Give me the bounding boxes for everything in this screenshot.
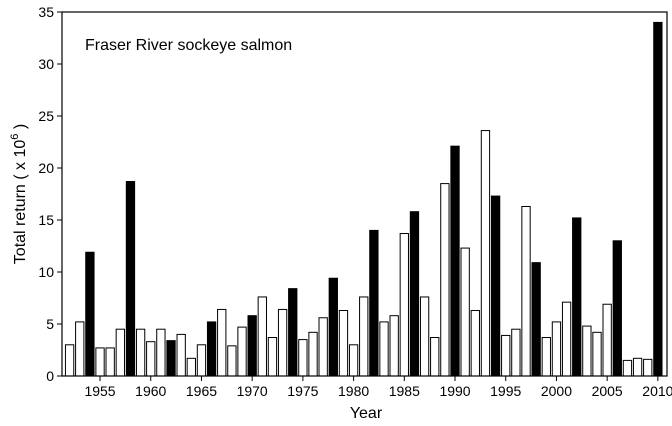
bar <box>237 326 247 377</box>
bar <box>430 337 440 377</box>
bar <box>288 288 298 377</box>
y-label-text: Total return ( x 10 <box>12 140 29 265</box>
x-tick-label: 2005 <box>592 383 623 399</box>
bar <box>227 345 237 377</box>
bar <box>196 344 207 377</box>
bar <box>75 321 85 377</box>
bar <box>125 181 136 377</box>
bar <box>176 333 186 377</box>
y-tick-label: 15 <box>38 212 54 228</box>
x-tick-label: 1960 <box>135 383 166 399</box>
bar <box>501 334 511 377</box>
bar <box>440 183 450 377</box>
x-tick-label: 1995 <box>490 383 521 399</box>
bar <box>369 229 379 377</box>
bar <box>135 328 146 377</box>
bar <box>64 344 75 377</box>
bar <box>277 308 288 377</box>
bar <box>653 21 663 377</box>
y-tick-label: 25 <box>38 108 54 124</box>
bar <box>379 321 389 377</box>
bar <box>572 217 582 377</box>
bar <box>359 296 369 377</box>
bar <box>602 303 612 377</box>
y-tick-label: 10 <box>38 264 54 280</box>
bar <box>561 301 572 377</box>
x-tick-label: 1985 <box>389 383 420 399</box>
bar <box>460 247 470 377</box>
bar <box>490 195 501 377</box>
bar <box>308 331 318 377</box>
bar <box>348 344 359 377</box>
bar <box>450 145 460 377</box>
bar <box>338 309 349 377</box>
bar <box>612 240 622 377</box>
x-tick-label: 2000 <box>541 383 572 399</box>
bar <box>95 347 105 377</box>
bar <box>511 328 521 377</box>
bar <box>166 340 176 377</box>
bar <box>328 277 338 377</box>
x-axis-label: Year <box>350 405 383 422</box>
bar <box>582 325 592 377</box>
bar <box>622 359 633 377</box>
bar <box>267 337 278 377</box>
bar <box>105 347 115 377</box>
x-tick-label: 1970 <box>237 383 268 399</box>
bar <box>632 357 643 377</box>
bar <box>146 341 156 377</box>
bar <box>247 315 257 377</box>
bar <box>85 251 95 377</box>
plot-frame <box>61 11 668 377</box>
y-axis-label: Total return ( x 106 ) <box>9 124 29 264</box>
y-tick-label: 35 <box>38 4 54 20</box>
y-tick-label: 0 <box>46 368 54 384</box>
y-tick-label: 20 <box>38 160 54 176</box>
y-tick-label: 30 <box>38 56 54 72</box>
x-tick-label: 1965 <box>186 383 217 399</box>
x-tick-label: 2010 <box>642 383 672 399</box>
x-tick-label: 1990 <box>439 383 470 399</box>
bar <box>298 339 308 377</box>
bar <box>551 321 562 377</box>
bar <box>318 317 328 377</box>
bar <box>531 262 541 377</box>
bar <box>399 233 409 377</box>
bar <box>480 130 491 377</box>
bar <box>521 205 531 377</box>
bar <box>643 358 653 377</box>
bar <box>186 357 196 377</box>
bar <box>217 308 227 377</box>
bar <box>257 296 267 377</box>
bar <box>409 211 420 377</box>
chart-title: Fraser River sockeye salmon <box>85 37 292 54</box>
x-tick-label: 1975 <box>287 383 318 399</box>
bar <box>541 337 551 377</box>
bar <box>419 296 430 377</box>
bar <box>206 321 217 377</box>
x-tick-label: 1980 <box>338 383 369 399</box>
x-tick-label: 1955 <box>84 383 115 399</box>
bar <box>156 328 166 377</box>
y-label-end: ) <box>12 124 29 134</box>
bar <box>115 328 125 377</box>
y-label-sup: 6 <box>9 134 21 140</box>
bar <box>470 309 480 377</box>
bar <box>389 315 399 377</box>
bar <box>592 331 602 377</box>
y-tick-label: 5 <box>46 316 54 332</box>
